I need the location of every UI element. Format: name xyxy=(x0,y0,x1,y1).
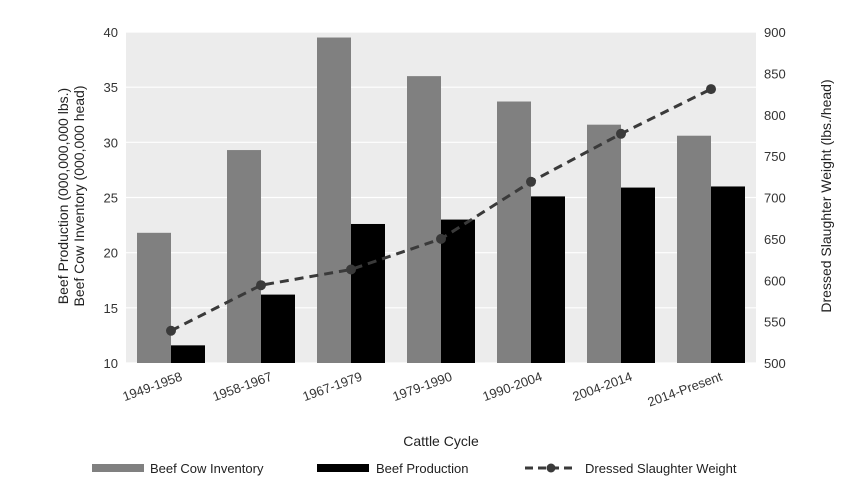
right-tick-label: 900 xyxy=(764,25,786,40)
x-tick-label: 1990-2004 xyxy=(480,369,544,404)
right-tick-label: 500 xyxy=(764,356,786,371)
bar-beef-cow-inventory xyxy=(317,37,351,364)
left-axis-ticks: 10 15 20 25 30 35 40 xyxy=(104,25,118,371)
bar-beef-production xyxy=(441,219,475,363)
right-tick-label: 800 xyxy=(764,108,786,123)
right-axis-title: Dressed Slaughter Weight (lbs./head) xyxy=(818,79,834,312)
slaughter-weight-point xyxy=(526,176,536,187)
left-tick-label: 15 xyxy=(104,301,118,316)
legend-label-slaughter-weight: Dressed Slaughter Weight xyxy=(585,461,737,476)
bars xyxy=(137,37,745,364)
legend-swatch-slaughter-weight-marker xyxy=(546,463,556,473)
bar-beef-cow-inventory xyxy=(227,150,261,363)
legend: Beef Cow Inventory Beef Production Dress… xyxy=(92,461,737,476)
slaughter-weight-point xyxy=(706,84,716,95)
bar-beef-production xyxy=(621,187,655,363)
slaughter-weight-line xyxy=(166,84,716,336)
legend-label-beef-production: Beef Production xyxy=(376,461,469,476)
slaughter-weight-point xyxy=(436,233,446,244)
bar-beef-production xyxy=(171,345,205,363)
right-tick-label: 850 xyxy=(764,66,786,81)
slaughter-weight-point xyxy=(346,264,356,275)
left-tick-label: 40 xyxy=(104,25,118,40)
left-axis-title-line-2: Beef Cow Inventory (000,000 head) xyxy=(71,85,87,306)
bar-beef-cow-inventory xyxy=(407,76,441,363)
x-tick-label: 2004-2014 xyxy=(570,369,634,404)
x-tick-label: 2014-Present xyxy=(646,369,725,410)
right-tick-label: 600 xyxy=(764,273,786,288)
slaughter-weight-point xyxy=(616,128,626,139)
right-axis-ticks: 500 550 600 650 700 750 800 850 900 xyxy=(764,25,786,371)
x-tick-label: 1979-1990 xyxy=(390,369,454,404)
left-tick-label: 25 xyxy=(104,191,118,206)
left-tick-label: 35 xyxy=(104,80,118,95)
x-tick-label: 1958-1967 xyxy=(210,369,274,404)
left-tick-label: 30 xyxy=(104,135,118,150)
right-tick-label: 550 xyxy=(764,315,786,330)
bar-beef-production xyxy=(351,223,385,363)
bar-beef-cow-inventory xyxy=(497,101,531,363)
right-tick-label: 750 xyxy=(764,149,786,164)
legend-label-cow-inventory: Beef Cow Inventory xyxy=(150,461,264,476)
right-tick-label: 650 xyxy=(764,232,786,247)
x-axis-ticks: 1949-1958 1958-1967 1967-1979 1979-1990 1990… xyxy=(120,369,724,410)
bar-beef-cow-inventory xyxy=(677,135,711,363)
left-tick-label: 20 xyxy=(104,246,118,261)
bar-beef-production xyxy=(261,294,295,363)
right-tick-label: 700 xyxy=(764,191,786,206)
x-tick-label: 1967-1979 xyxy=(300,369,364,404)
bar-beef-cow-inventory xyxy=(137,232,171,363)
bar-beef-cow-inventory xyxy=(587,124,621,364)
x-tick-label: 1949-1958 xyxy=(120,369,184,404)
slaughter-weight-point xyxy=(166,325,176,336)
bar-beef-production xyxy=(711,186,745,363)
left-tick-label: 10 xyxy=(104,356,118,371)
x-axis-title: Cattle Cycle xyxy=(403,433,479,449)
legend-swatch-cow-inventory xyxy=(92,464,144,472)
slaughter-weight-point xyxy=(256,280,266,291)
left-axis-title-line-1: Beef Production (000,000,000 lbs.) xyxy=(55,88,71,304)
bar-beef-production xyxy=(531,196,565,363)
legend-swatch-beef-production xyxy=(317,464,369,472)
